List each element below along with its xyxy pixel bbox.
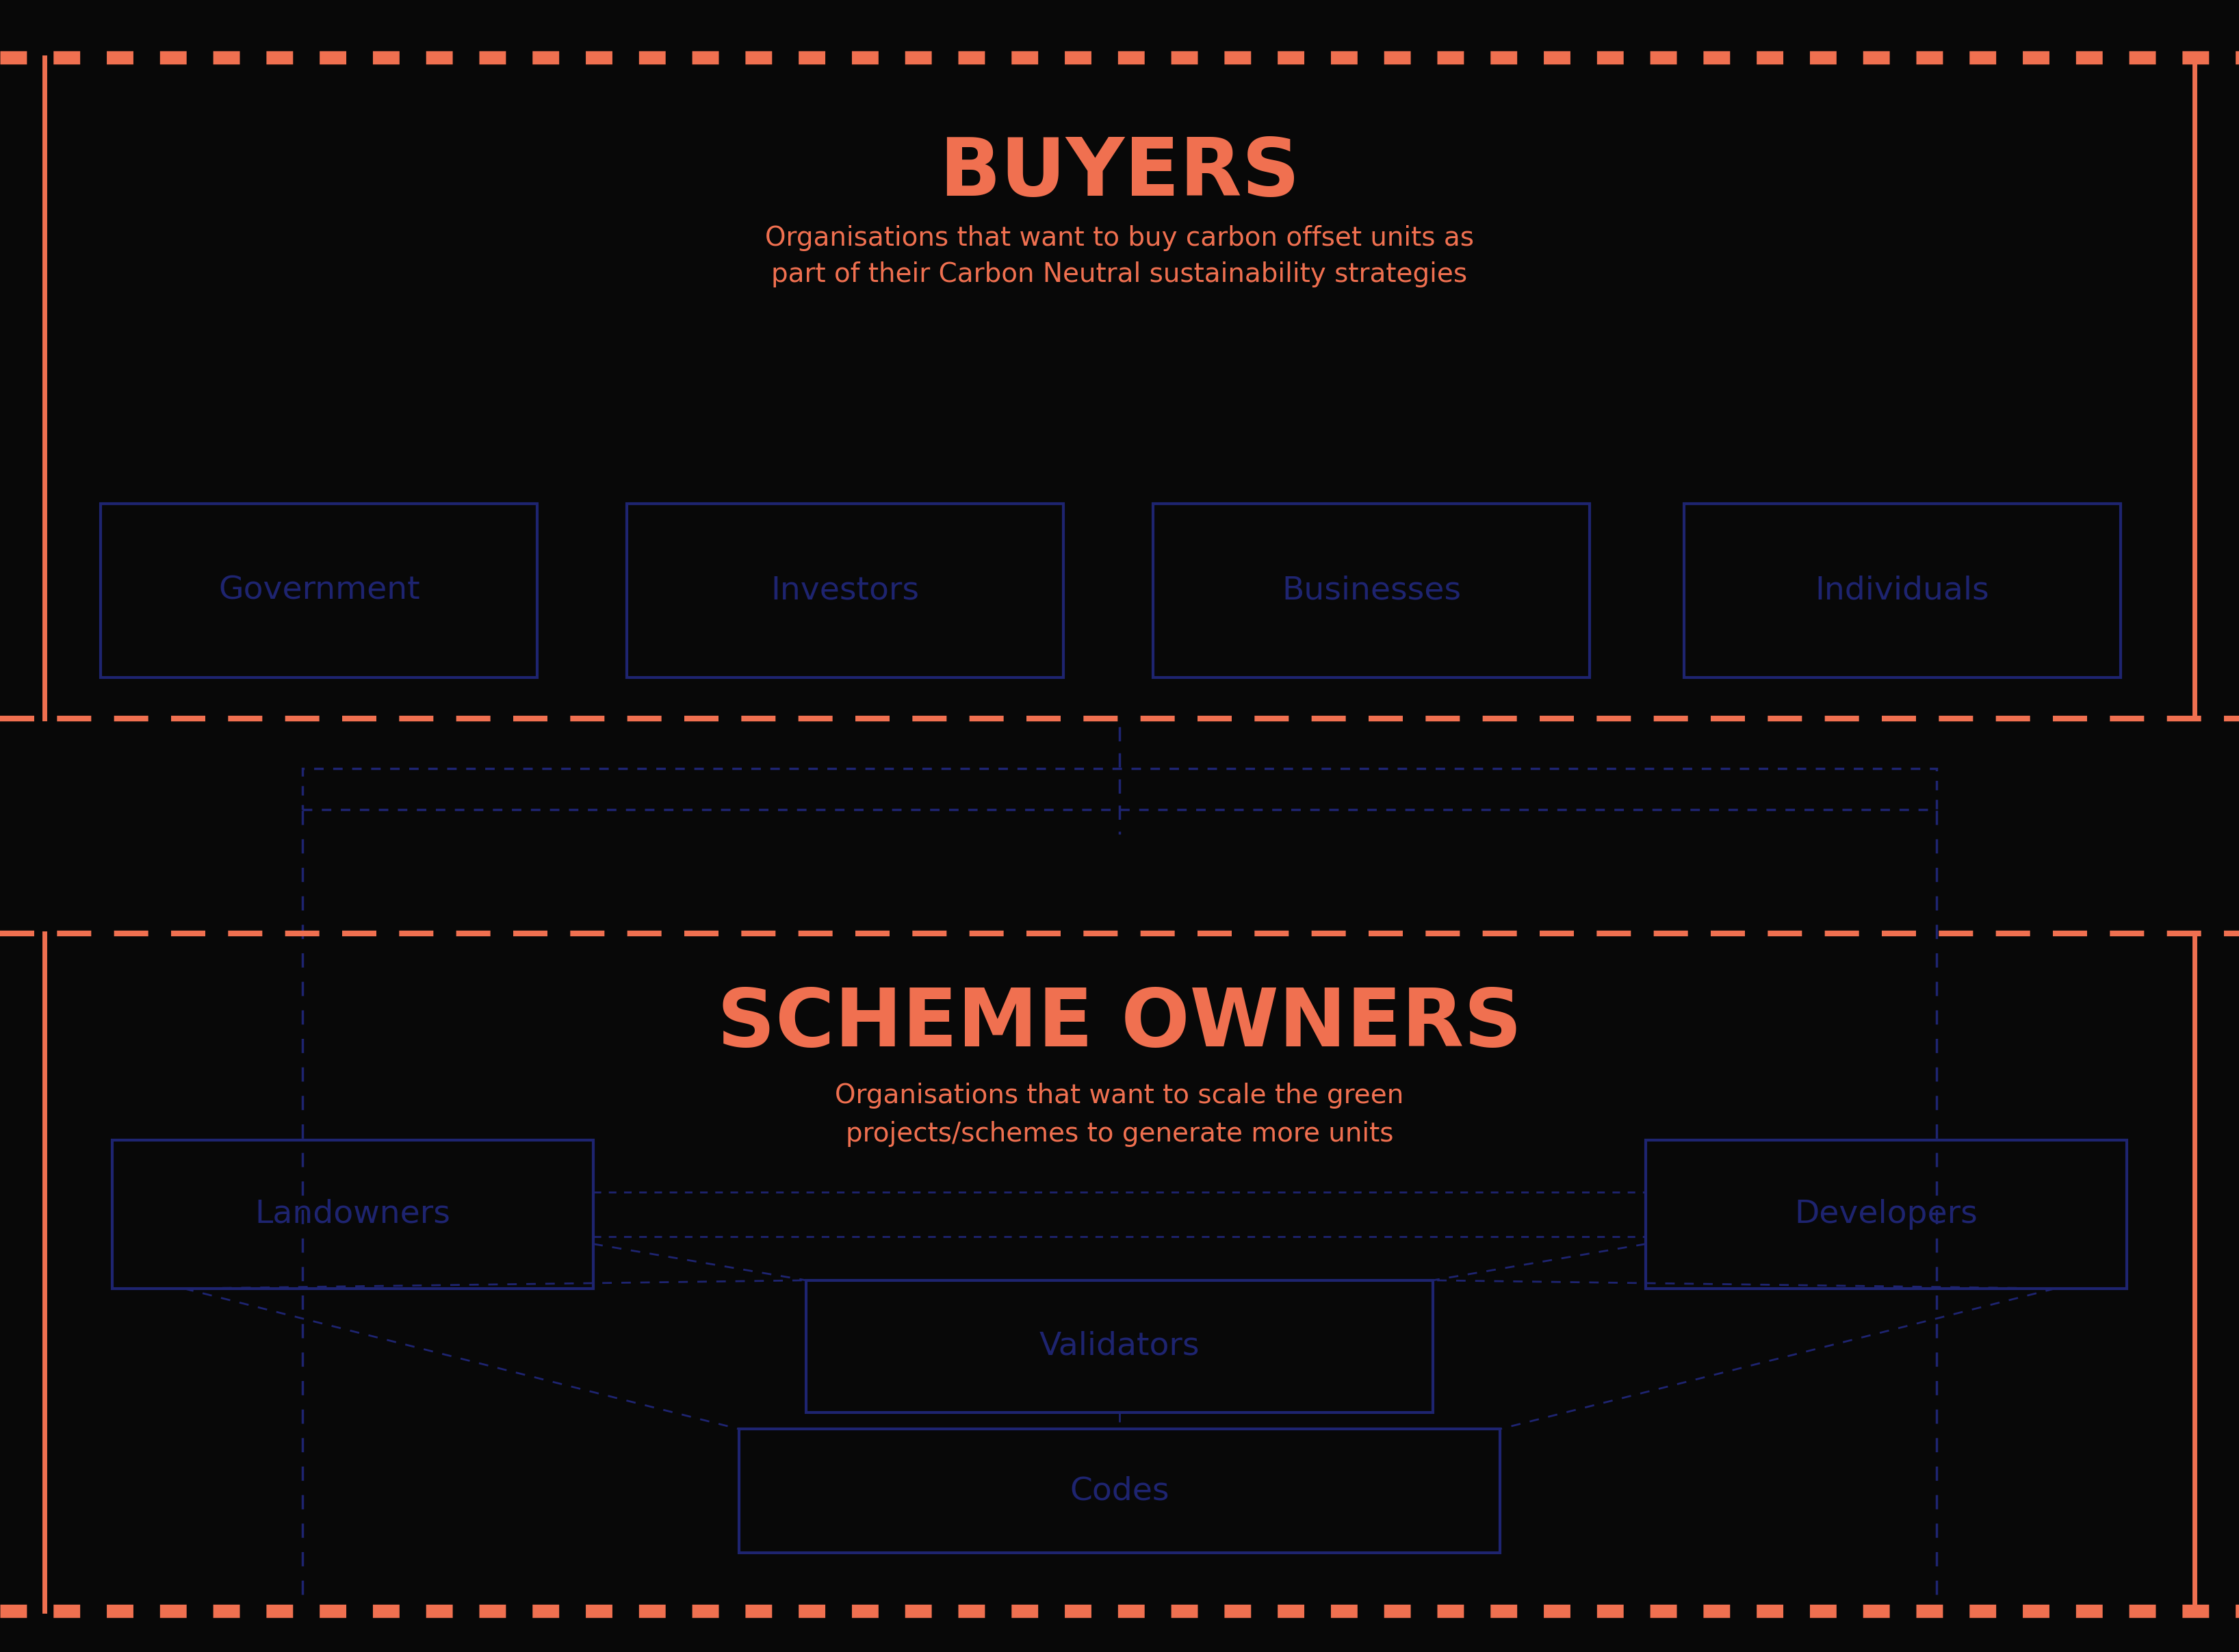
Text: Individuals: Individuals [1816, 575, 1988, 606]
Bar [739, 1429, 1500, 1553]
Text: BUYERS: BUYERS [938, 134, 1301, 213]
Text: Investors: Investors [770, 575, 920, 606]
Text: Government: Government [217, 575, 421, 606]
Text: Validators: Validators [1039, 1332, 1200, 1361]
Bar [806, 1280, 1433, 1412]
Text: SCHEME OWNERS: SCHEME OWNERS [716, 985, 1523, 1064]
Bar [627, 504, 1064, 677]
Bar [1153, 504, 1590, 677]
Bar [302, 768, 1937, 809]
Text: Developers: Developers [1796, 1199, 1977, 1229]
Bar [101, 504, 537, 677]
Bar [1646, 1140, 2127, 1289]
Bar [1684, 504, 2120, 677]
Text: Businesses: Businesses [1281, 575, 1462, 606]
Text: Organisations that want to scale the green
projects/schemes to generate more uni: Organisations that want to scale the gre… [835, 1084, 1404, 1146]
Text: Organisations that want to buy carbon offset units as
part of their Carbon Neutr: Organisations that want to buy carbon of… [766, 225, 1473, 287]
Text: Landowners: Landowners [255, 1199, 450, 1229]
Bar [112, 1140, 593, 1289]
Text: Codes: Codes [1070, 1475, 1169, 1507]
